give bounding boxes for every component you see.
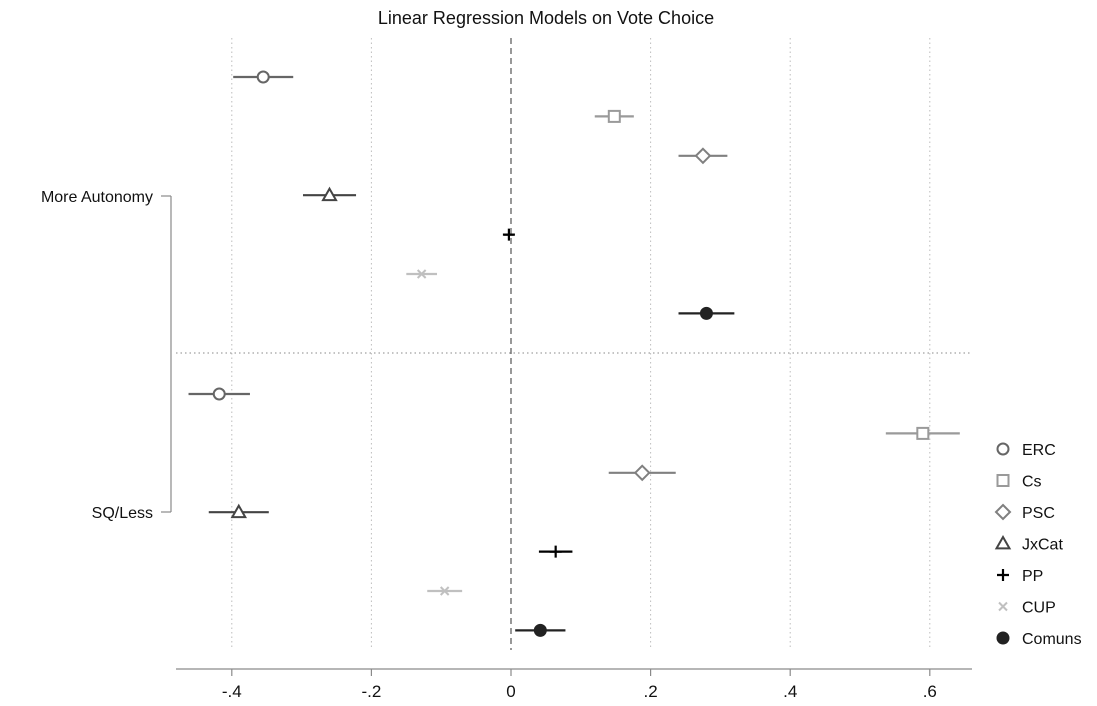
axes: -.4 -.2 0 .2 .4 .6 More Autonomy SQ/Less (41, 189, 972, 701)
point-cs-sq-less (916, 426, 930, 440)
grid-lines (176, 38, 972, 650)
legend-marker-cs (996, 474, 1010, 487)
point-cup-sq-less (439, 586, 450, 596)
legend-label-jxcat: JxCat (1022, 537, 1063, 554)
x-tick-label: -.4 (222, 682, 242, 701)
legend-label-erc: ERC (1022, 442, 1056, 459)
y-group-label: SQ/Less (92, 505, 153, 522)
x-tick-label: .6 (923, 682, 937, 701)
legend-label-cs: Cs (1022, 474, 1042, 491)
x-tick-label: .4 (783, 682, 797, 701)
point-psc-sq-less (633, 464, 651, 482)
point-jxcat-more-autonomy (321, 186, 338, 202)
y-group-label: More Autonomy (41, 189, 153, 206)
legend: ERC Cs PSC JxCat PP CUP Comuns (994, 442, 1082, 648)
legend-marker-jxcat (994, 534, 1012, 550)
x-tick-label: -.2 (361, 682, 381, 701)
chart-title: Linear Regression Models on Vote Choice (378, 8, 714, 28)
x-tick-label: 0 (506, 682, 515, 701)
point-comuns-more-autonomy (699, 306, 713, 320)
legend-marker-erc (996, 442, 1010, 456)
point-comuns-sq-less (533, 623, 547, 637)
legend-label-cup: CUP (1022, 600, 1056, 617)
x-tick-label: .2 (644, 682, 658, 701)
point-pp-sq-less (549, 545, 562, 558)
point-psc-more-autonomy (694, 147, 712, 165)
point-pp-more-autonomy (502, 228, 515, 241)
legend-label-pp: PP (1022, 568, 1043, 585)
legend-label-comuns: Comuns (1022, 631, 1082, 648)
point-cup-more-autonomy (416, 269, 427, 279)
point-erc-more-autonomy (256, 70, 270, 84)
legend-marker-cup (998, 601, 1008, 612)
legend-label-psc: PSC (1022, 505, 1055, 522)
data-marks (188, 70, 960, 637)
point-erc-sq-less (212, 387, 226, 401)
legend-marker-psc (994, 503, 1012, 521)
legend-marker-comuns (996, 631, 1010, 645)
legend-marker-pp (997, 569, 1009, 581)
point-jxcat-sq-less (230, 503, 248, 519)
point-cs-more-autonomy (607, 109, 621, 123)
